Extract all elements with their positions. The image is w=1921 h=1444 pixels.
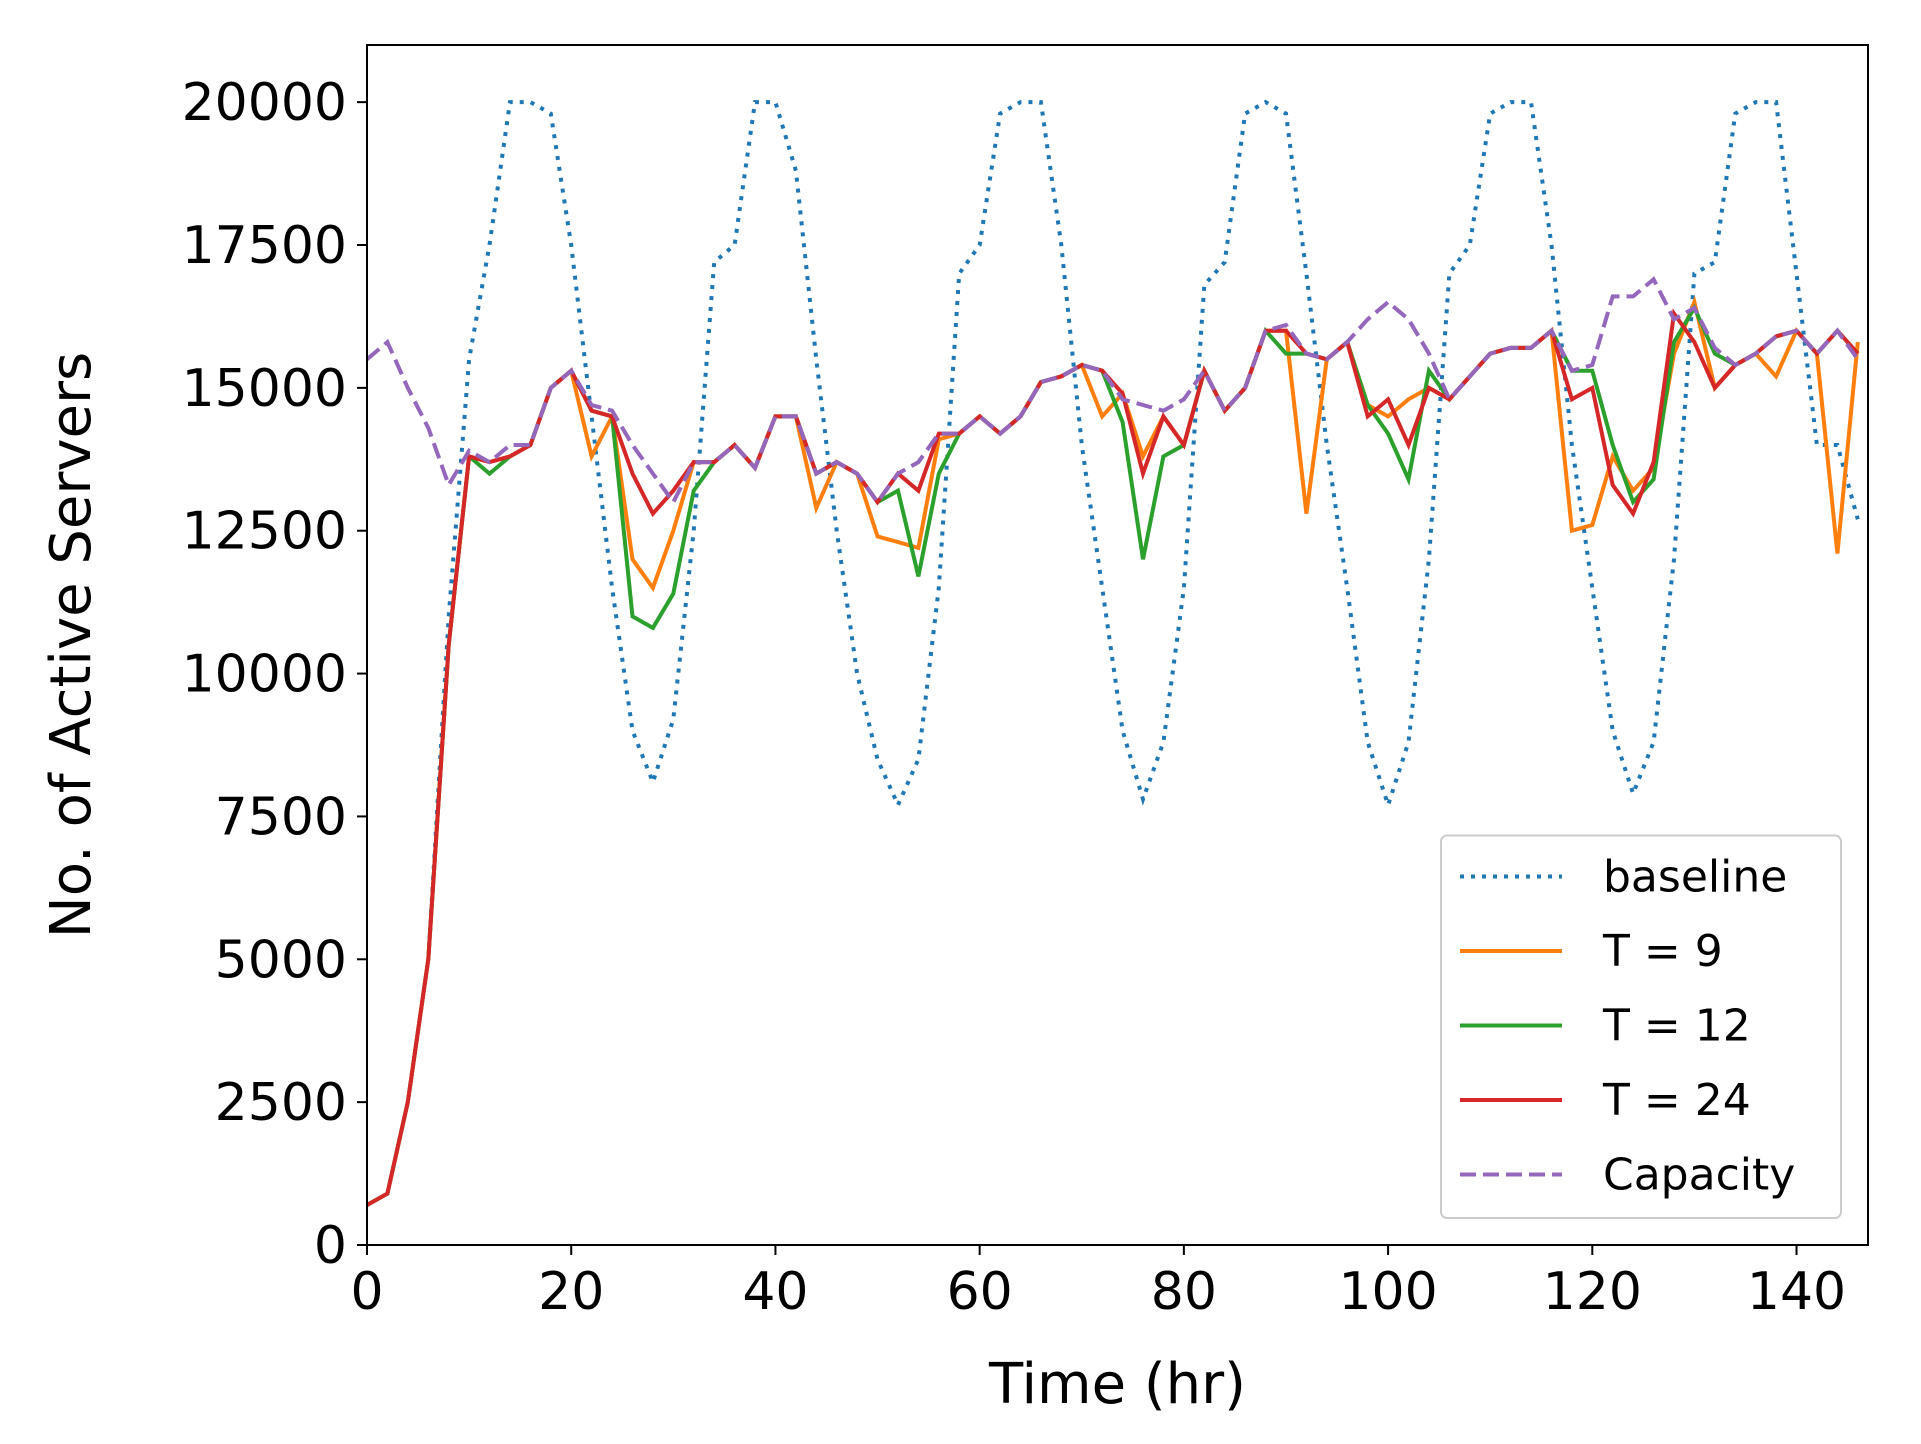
legend-label: baseline bbox=[1603, 852, 1787, 903]
y-tick-label: 0 bbox=[314, 1216, 347, 1276]
series-line bbox=[367, 276, 1860, 506]
y-tick-label: 7500 bbox=[215, 787, 347, 847]
series-line bbox=[367, 99, 1860, 1207]
x-tick-label: 80 bbox=[1151, 1262, 1217, 1322]
x-tick-label: 20 bbox=[538, 1262, 604, 1322]
x-tick-label: 40 bbox=[742, 1262, 808, 1322]
y-tick-label: 10000 bbox=[182, 645, 347, 705]
y-axis-label: No. of Active Servers bbox=[39, 352, 104, 938]
x-tick-label: 100 bbox=[1338, 1262, 1437, 1322]
legend-box bbox=[1440, 834, 1842, 1219]
x-tick-label: 0 bbox=[350, 1262, 383, 1322]
y-tick-label: 5000 bbox=[215, 930, 347, 990]
x-tick-label: 120 bbox=[1543, 1262, 1642, 1322]
y-tick-label: 2500 bbox=[215, 1073, 347, 1133]
y-tick-label: 20000 bbox=[182, 73, 347, 133]
legend-label: T = 24 bbox=[1602, 1075, 1751, 1126]
series-line bbox=[367, 303, 1860, 1207]
legend-label: Capacity bbox=[1603, 1150, 1795, 1201]
plot-frame bbox=[366, 44, 1869, 1246]
y-tick-label: 17500 bbox=[182, 216, 347, 276]
legend-label: T = 12 bbox=[1602, 1001, 1751, 1052]
x-axis-label: Time (hr) bbox=[988, 1352, 1246, 1417]
legend-label: T = 9 bbox=[1602, 926, 1723, 977]
y-tick-label: 12500 bbox=[182, 502, 347, 562]
x-tick-label: 60 bbox=[947, 1262, 1013, 1322]
y-tick-label: 15000 bbox=[182, 359, 347, 419]
x-tick-label: 140 bbox=[1747, 1262, 1846, 1322]
